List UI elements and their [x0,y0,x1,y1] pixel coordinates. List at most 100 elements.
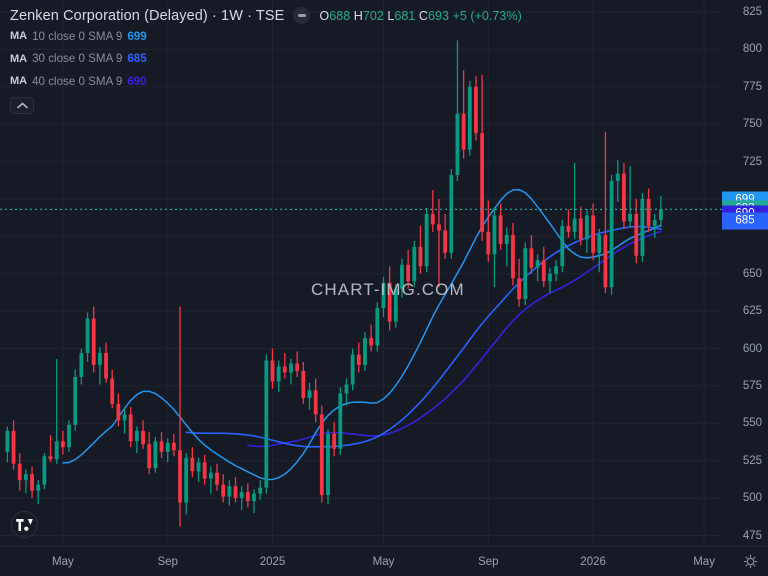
candle-body [184,457,189,503]
time-axis-tick: Sep [478,556,499,568]
candle-body [233,486,238,499]
candle-body [319,414,324,496]
candle-body [597,234,602,253]
candle-body [529,248,534,268]
candle-body [381,282,386,309]
candle-body [116,403,121,421]
time-axis[interactable]: May Sep 2025 May Sep 2026 May [0,546,768,576]
candle-body [202,462,207,479]
candle-body [449,175,454,253]
candle-body [492,215,497,255]
candle-body [369,338,374,346]
candle-body [350,354,355,385]
price-axis-tick: 825 [742,6,762,18]
time-axis-tick: Sep [157,556,178,568]
candle-body [245,492,250,502]
price-axis[interactable]: 825 800 775 750 725 650 625 600 575 550 525 500 475 6… [722,0,768,546]
candle-body [591,215,595,253]
candle-body [270,360,275,382]
grid-lines [0,0,722,546]
candle-body [196,462,201,472]
price-axis-tick: 750 [742,118,762,131]
candle-body [486,231,491,255]
candle-body [430,213,435,225]
price-axis-tick: 475 [742,529,762,542]
candle-body [110,378,115,404]
candle-body [79,353,84,377]
candle-body [67,424,71,448]
price-axis-tick: 775 [742,80,762,93]
candle-body [171,442,176,451]
candle-body [548,273,552,282]
candle-body [566,225,571,232]
candle-body [301,370,306,398]
candle-body [363,338,367,365]
candle-body [443,230,448,253]
candle-body [338,393,343,449]
candle-body [36,484,41,491]
candle-body [640,198,645,256]
candle-body [141,430,145,445]
time-axis-tick: May [693,556,715,568]
time-axis-tick: May [372,556,395,568]
candle-body [585,215,589,240]
price-axis-tick: 650 [742,267,762,280]
candle-body [128,414,133,442]
candle-body [48,456,53,460]
candle-body [387,282,392,322]
candle-body [652,219,657,226]
chart-plot-area[interactable] [0,0,722,546]
candle-body [122,414,127,421]
candle-body [356,354,361,365]
candle-body [412,246,417,282]
candle-body [628,213,632,222]
price-axis-tick: 600 [742,342,762,355]
candle-body [326,433,330,496]
price-axis-tick: 550 [742,417,762,430]
candle-body [467,86,472,150]
ma-40-line [247,230,662,448]
candle-body [54,441,59,460]
candle-body [541,260,546,282]
candle-body [455,113,460,176]
tradingview-logo-icon[interactable] [11,511,38,538]
candle-body [511,234,515,279]
gear-icon[interactable] [740,551,760,571]
candle-body [437,224,441,231]
time-axis-tick: 2025 [259,556,286,568]
candle-body [332,433,337,449]
candle-body [215,472,219,485]
candle-body [375,308,380,346]
candle-body [400,264,404,289]
candle-body [461,113,466,150]
price-axis-tick: 800 [742,43,762,56]
candle-body [190,457,195,472]
chevron-up-icon[interactable] [10,96,34,114]
candle-body [104,353,108,379]
candle-body [60,441,65,448]
candle-body [418,246,423,267]
candle-body [85,318,90,354]
candle-body [258,487,263,494]
candle-body [17,463,22,481]
candle-body [517,278,522,300]
candle-body [474,86,478,134]
price-axis-tick: 625 [742,305,762,318]
candle-body [554,266,558,274]
moving-average-lines [62,188,662,481]
candle-body [603,234,608,288]
candle-body [615,173,620,181]
candlestick-canvas [0,0,722,546]
candle-body [622,173,626,222]
candle-body [307,390,312,398]
candle-body [498,215,503,244]
candle-body [480,133,485,232]
ma30-badge[interactable]: 685 [722,212,768,230]
candle-body [578,218,583,240]
candle-body [560,225,565,267]
candle-body [208,472,213,479]
price-axis-tick: 575 [742,379,762,392]
candle-body [523,248,528,300]
time-axis-tick: May [52,556,74,568]
